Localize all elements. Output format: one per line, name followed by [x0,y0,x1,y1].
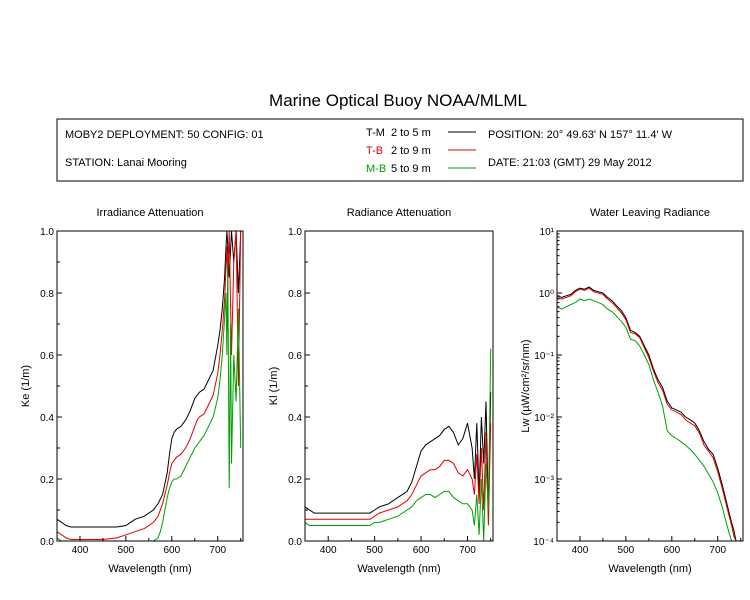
chart-panel-3: Water Leaving Radiance 400 500 600 700 10⁻⁴ 10… [520,207,744,575]
series-line-m-b [56,261,242,542]
chart-title: Irradiance Attenuation [96,207,203,219]
y-tick-label: 10⁻² [534,413,554,424]
position-label: POSITION: 20° 49.63' N 157° 11.4' W [488,129,673,141]
legend-code-tb: T-B [366,145,383,157]
series-line-m-b [304,348,492,542]
y-tick-label: 0.4 [288,413,302,424]
chart-panels: Irradiance Attenuation 400 500 600 700 0.0 0.2… [20,207,744,575]
series-line-t-m [556,286,741,542]
chart-panel-1: Irradiance Attenuation 400 500 600 700 0.0 0.2… [20,207,244,575]
x-tick-label: 400 [572,545,589,556]
x-axis-label: Wavelength (nm) [608,563,691,575]
y-tick-label: 10⁰ [539,289,554,300]
series-line-m-b [556,298,741,542]
depth-legend: T-M 2 to 5 m T-B 2 to 9 m M-B 5 to 9 m [366,127,476,175]
y-axis-label: Ke (1/m) [20,365,32,407]
legend-range-tb: 2 to 9 m [391,145,431,157]
y-tick-label: 0.6 [288,351,302,362]
y-tick-label: 1.0 [40,227,54,238]
chart-title: Radiance Attenuation [347,207,452,219]
x-tick-label: 500 [118,545,135,556]
y-tick-label: 0.2 [288,475,302,486]
series-line-t-m [304,392,492,514]
legend-code-mb: M-B [366,163,386,175]
legend-code-tm: T-M [366,127,385,139]
plot-frame [556,230,744,542]
station-label: STATION: Lanai Mooring [65,157,187,169]
series-line-t-b [305,423,492,526]
series-line-t-b [556,287,741,542]
x-axis-label: Wavelength (nm) [357,563,440,575]
x-tick-label: 600 [663,545,680,556]
x-tick-label: 600 [413,545,430,556]
y-tick-label: 0.8 [288,289,302,300]
x-tick-label: 600 [163,545,180,556]
deployment-label: MOBY2 DEPLOYMENT: 50 CONFIG: 01 [65,129,264,141]
main-title: Marine Optical Buoy NOAA/MLML [269,91,527,110]
x-tick-label: 700 [709,545,726,556]
chart-panel-2: Radiance Attenuation 400 500 600 700 0.0 0.2 0.… [268,207,494,575]
x-tick-label: 500 [618,545,635,556]
y-tick-label: 1.0 [288,227,302,238]
y-tick-label: 0.0 [40,537,54,548]
x-tick-label: 400 [72,545,89,556]
x-tick-label: 700 [209,545,226,556]
x-axis-label: Wavelength (nm) [108,563,191,575]
y-axis-label: Kl (1/m) [268,367,280,406]
chart-title: Water Leaving Radiance [590,207,710,219]
x-tick-label: 500 [366,545,383,556]
y-axis-label: Lw (µW/cm²/sr/nm) [520,339,532,432]
series-line-t-b [56,230,242,540]
series-line-t-m [56,230,242,528]
x-tick-label: 700 [459,545,476,556]
y-tick-label: 10⁻⁴ [533,537,554,548]
info-box [56,118,744,182]
plot-frame [304,230,494,542]
y-tick-label: 0.0 [288,537,302,548]
y-tick-label: 10⁻¹ [534,351,554,362]
y-tick-label: 0.4 [40,413,54,424]
y-tick-label: 0.2 [40,475,54,486]
legend-range-tm: 2 to 5 m [391,127,431,139]
date-label: DATE: 21:03 (GMT) 29 May 2012 [488,157,652,169]
y-tick-label: 10¹ [540,227,555,238]
x-tick-label: 400 [320,545,337,556]
y-tick-label: 0.8 [40,289,54,300]
y-tick-label: 0.6 [40,351,54,362]
y-tick-label: 10⁻³ [534,475,554,486]
legend-range-mb: 5 to 9 m [391,163,431,175]
